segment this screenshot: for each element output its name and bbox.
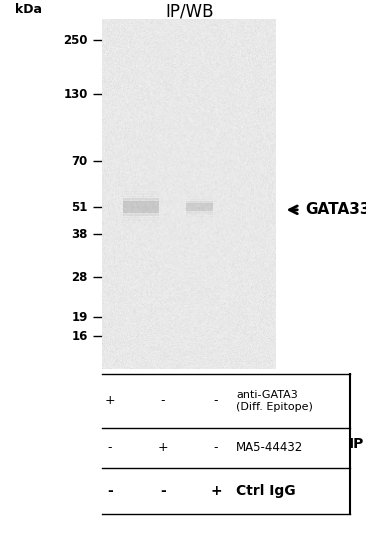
Bar [186,213,213,214]
Bar [186,201,213,204]
Bar [123,178,159,179]
Bar [186,187,213,188]
Bar [123,173,159,174]
Text: -: - [107,484,113,498]
Text: +: + [157,441,168,455]
Bar [186,193,213,194]
Bar [186,203,213,204]
Bar [123,201,159,213]
Bar [123,190,159,192]
Bar [123,204,159,205]
Text: -: - [214,394,218,407]
Bar [186,189,213,190]
Bar [123,180,159,182]
Bar [123,175,159,176]
Bar [186,224,213,225]
Text: 51: 51 [71,201,88,214]
Bar [186,231,213,232]
Bar [123,238,159,239]
Bar [186,235,213,236]
Bar [123,196,159,197]
Text: anti-GATA3
(Diff. Epitope): anti-GATA3 (Diff. Epitope) [236,390,313,412]
Bar [123,199,159,202]
Text: kDa: kDa [15,3,42,16]
Text: 19: 19 [71,311,88,324]
Bar [123,188,159,189]
Bar [186,216,213,217]
Bar [186,218,213,219]
Bar [123,232,159,234]
Bar [186,228,213,229]
Bar [186,201,213,202]
Bar [186,220,213,221]
Bar [123,245,159,247]
Bar [123,224,159,226]
Text: +: + [104,394,115,407]
Bar [123,186,159,187]
Bar [123,220,159,221]
Text: MA5-44432: MA5-44432 [236,441,303,455]
Bar [123,230,159,231]
Bar [123,183,159,185]
Bar [123,217,159,218]
Bar [186,191,213,192]
Text: -: - [161,394,165,407]
Bar [186,203,213,211]
Bar [123,199,159,200]
Bar [186,204,213,206]
Text: 130: 130 [63,88,88,101]
Bar [123,243,159,244]
Bar [186,180,213,181]
Text: +: + [210,484,222,498]
Bar [123,206,159,208]
Bar [102,19,276,369]
Bar [123,209,159,210]
Text: GATA33: GATA33 [306,202,366,217]
Bar [186,186,213,187]
Text: -: - [214,441,218,455]
Bar [186,207,213,208]
Bar [186,210,213,214]
Bar [123,211,159,213]
Text: 38: 38 [71,228,88,240]
Bar [186,208,213,209]
Bar [123,201,159,202]
Bar [186,210,213,211]
Bar [186,195,213,196]
Bar [186,230,213,231]
Bar [123,235,159,236]
Text: IP: IP [349,437,365,451]
Bar [123,227,159,229]
Text: 16: 16 [71,330,88,343]
Text: 28: 28 [71,271,88,284]
Bar [123,214,159,216]
Text: -: - [160,484,166,498]
Bar [186,197,213,198]
Text: -: - [108,441,112,455]
Text: 70: 70 [72,155,88,168]
Bar [123,212,159,216]
Bar [123,222,159,223]
Bar [123,170,159,171]
Bar [186,222,213,223]
Bar [186,199,213,200]
Bar [186,233,213,235]
Bar [123,240,159,242]
Bar [186,214,213,215]
Bar [123,193,159,195]
Text: IP/WB: IP/WB [165,3,214,20]
Bar [186,183,213,185]
Text: Ctrl IgG: Ctrl IgG [236,484,296,498]
Text: 250: 250 [63,34,88,47]
